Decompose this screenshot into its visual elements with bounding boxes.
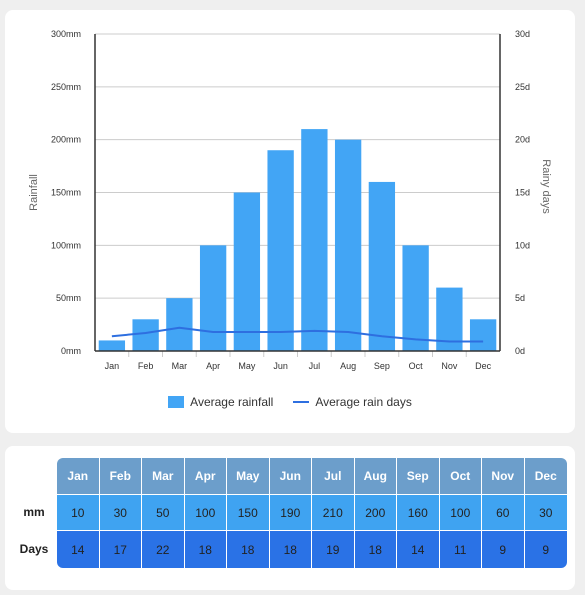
table-cell-mm-nov: 60 <box>482 494 525 530</box>
climate-table: Jan Feb Mar Apr May Jun Jul Aug Sep Oct Nov Dec mm 10… <box>11 458 567 568</box>
table-header-nov: Nov <box>482 458 525 494</box>
table-header-oct: Oct <box>439 458 482 494</box>
table-header-feb: Feb <box>99 458 142 494</box>
table-cell-mm-feb: 30 <box>99 494 142 530</box>
table-cell-days-may: 18 <box>227 530 270 568</box>
x-tick-label: Oct <box>409 361 424 371</box>
table-cell-mm-apr: 100 <box>184 494 227 530</box>
y-tick-label: 200mm <box>51 135 81 145</box>
y-tick-label: 300mm <box>51 29 81 39</box>
table-cell-days-jun: 18 <box>269 530 312 568</box>
row-label-mm: mm <box>23 505 45 519</box>
rainfall-chart: 0mm 50mm 100mm 150mm 200mm 250mm 300mm 0d 5d 10d 1… <box>28 29 552 371</box>
table-cell-mm-jul: 210 <box>312 494 355 530</box>
table-header-jul: Jul <box>312 458 355 494</box>
table-cell-days-jan: 14 <box>57 530 100 568</box>
x-tick-label: Nov <box>441 361 458 371</box>
bar-feb <box>132 319 159 351</box>
x-tick-label: Jan <box>105 361 120 371</box>
table-cell-mm-may: 150 <box>227 494 270 530</box>
table-cell-days-aug: 18 <box>354 530 397 568</box>
y-tick-label: 100mm <box>51 240 81 250</box>
table-cell-mm-mar: 50 <box>142 494 185 530</box>
table-cell-days-dec: 9 <box>524 530 567 568</box>
y-axis-title: Rainfall <box>28 174 40 211</box>
row-label-days: Days <box>19 542 49 556</box>
legend-swatch-line <box>293 401 310 403</box>
bar-oct <box>402 245 429 351</box>
x-tick-label: Jun <box>273 361 288 371</box>
y2-tick-label: 20d <box>515 135 530 145</box>
climate-table-card: Jan Feb Mar Apr May Jun Jul Aug Sep Oct Nov Dec mm 10… <box>5 446 575 590</box>
table-header-jan: Jan <box>57 458 100 494</box>
y-tick-label: 50mm <box>56 293 81 303</box>
table-cell-mm-jan: 10 <box>57 494 100 530</box>
x-tick-label: May <box>238 361 256 371</box>
x-tick-label: Apr <box>206 361 220 371</box>
bar-apr <box>199 245 227 351</box>
y2-tick-label: 25d <box>515 82 530 92</box>
legend-item-rain-days[interactable]: Average rain days <box>293 395 412 409</box>
y2-tick-label: 30d <box>515 29 530 39</box>
chart-card: 0mm 50mm 100mm 150mm 200mm 250mm 300mm 0d 5d 10d 1… <box>5 10 575 433</box>
table-header-aug: Aug <box>354 458 397 494</box>
table-cell-mm-jun: 190 <box>269 494 312 530</box>
table-header-dec: Dec <box>524 458 567 494</box>
legend-item-rainfall[interactable]: Average rainfall <box>168 395 273 409</box>
table-cell-mm-dec: 30 <box>524 494 567 530</box>
y2-tick-label: 5d <box>515 293 525 303</box>
bar-may <box>233 192 261 351</box>
y2-tick-label: 15d <box>515 188 530 198</box>
x-tick-label: Sep <box>374 361 390 371</box>
table-cell-days-oct: 11 <box>439 530 482 568</box>
y2-tick-label: 0d <box>515 346 525 356</box>
table-cell-days-mar: 22 <box>142 530 185 568</box>
bar-jul <box>301 129 328 351</box>
bar-mar <box>166 298 193 351</box>
legend-label-rainfall: Average rainfall <box>190 395 274 409</box>
table-header-jun: Jun <box>269 458 312 494</box>
table-corner <box>11 458 57 494</box>
table-cell-days-nov: 9 <box>482 530 525 568</box>
table-header-may: May <box>227 458 270 494</box>
y-tick-label: 0mm <box>61 346 81 356</box>
y-tick-label: 150mm <box>51 188 81 198</box>
chart-legend: Average rainfall Average rain days <box>5 395 575 409</box>
x-tick-label: Aug <box>340 361 356 371</box>
bar-aug <box>334 139 362 351</box>
table-cell-days-feb: 17 <box>99 530 142 568</box>
table-header-apr: Apr <box>184 458 227 494</box>
y2-tick-label: 10d <box>515 240 530 250</box>
table-cell-days-jul: 19 <box>312 530 355 568</box>
rain-days-line <box>111 326 484 343</box>
x-tick-label: Dec <box>475 361 492 371</box>
y-tick-label: 250mm <box>51 82 81 92</box>
table-cell-mm-oct: 100 <box>439 494 482 530</box>
bar-jun <box>267 150 294 351</box>
bar-jan <box>98 340 126 351</box>
table-cell-days-apr: 18 <box>184 530 227 568</box>
legend-label-rain-days: Average rain days <box>315 395 412 409</box>
x-tick-label: Feb <box>138 361 154 371</box>
table-cell-days-sep: 14 <box>397 530 440 568</box>
bar-sep <box>368 181 396 351</box>
bar-dec <box>469 319 497 351</box>
x-tick-label: Jul <box>309 361 321 371</box>
table-header-mar: Mar <box>142 458 185 494</box>
legend-swatch-bar <box>168 396 185 408</box>
table-cell-mm-sep: 160 <box>397 494 440 530</box>
table-cell-mm-aug: 200 <box>354 494 397 530</box>
table-header-sep: Sep <box>397 458 440 494</box>
y2-axis-title: Rainy days <box>540 159 552 214</box>
x-tick-label: Mar <box>172 361 188 371</box>
